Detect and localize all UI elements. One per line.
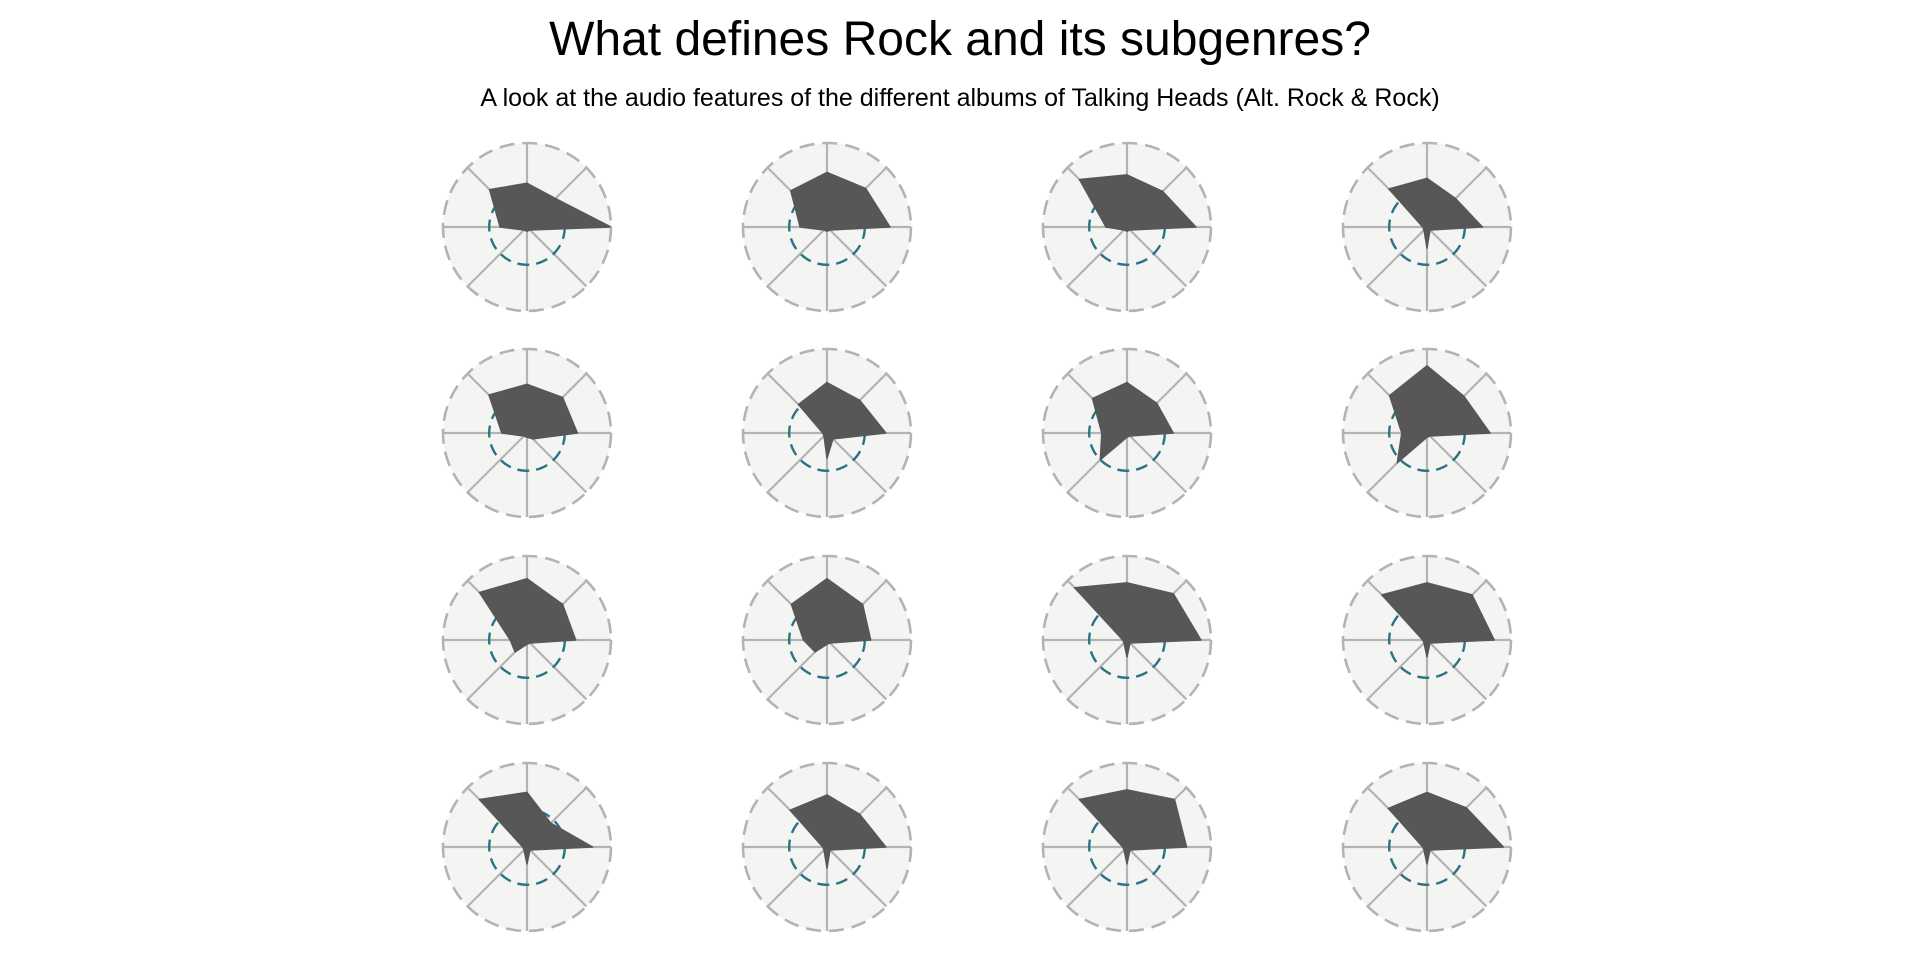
radar-spoke <box>1066 639 1128 701</box>
radar-spoke <box>526 226 588 288</box>
radar-spoke <box>766 432 828 494</box>
feature-polygon <box>1078 789 1188 865</box>
radar-panel <box>1341 347 1513 519</box>
feature-polygon <box>1388 365 1491 464</box>
radar-spoke <box>526 846 588 908</box>
feature-polygon <box>789 794 887 869</box>
radar-spoke <box>526 639 588 701</box>
feature-polygon <box>488 383 579 440</box>
outer-ring <box>441 554 613 726</box>
radar-spoke <box>466 432 528 494</box>
feature-polygon <box>488 182 612 232</box>
radar-spoke <box>1066 846 1128 908</box>
radar-spoke <box>766 226 828 288</box>
outer-ring <box>441 347 613 519</box>
outer-ring <box>1341 761 1513 933</box>
chart-subtitle: A look at the audio features of the diff… <box>480 84 1440 112</box>
feature-polygon <box>1091 381 1174 461</box>
radar-panel <box>741 141 913 313</box>
outer-ring <box>441 141 613 313</box>
radar-panel <box>441 761 613 933</box>
radar-spoke <box>1126 639 1188 701</box>
radar-spoke <box>1366 639 1428 701</box>
outer-ring <box>741 347 913 519</box>
radar-spoke <box>826 226 888 288</box>
radar-panel <box>741 347 913 519</box>
radar-spoke <box>766 846 828 908</box>
radar-panel <box>741 761 913 933</box>
outer-ring <box>1341 141 1513 313</box>
radar-panel <box>1041 347 1213 519</box>
radar-spoke <box>1126 846 1188 908</box>
feature-polygon <box>1073 582 1202 658</box>
outer-ring <box>1341 554 1513 726</box>
radar-spoke <box>826 846 888 908</box>
radar-spoke <box>1126 432 1188 494</box>
radar-panel <box>741 554 913 726</box>
radar-panel <box>1341 761 1513 933</box>
radar-spoke <box>1126 226 1188 288</box>
feature-polygon <box>1381 582 1495 658</box>
feature-polygon <box>1078 174 1197 232</box>
radar-panel <box>1041 141 1213 313</box>
outer-ring <box>1341 347 1513 519</box>
outer-ring <box>1041 761 1213 933</box>
feature-polygon <box>790 577 872 653</box>
radar-spoke <box>1366 226 1428 288</box>
radar-spoke <box>1426 226 1488 288</box>
feature-polygon <box>478 577 577 653</box>
feature-polygon <box>797 381 887 459</box>
radar-spoke <box>826 432 888 494</box>
radar-spoke <box>466 846 528 908</box>
outer-ring <box>441 761 613 933</box>
radar-spoke <box>1426 432 1488 494</box>
outer-ring <box>741 761 913 933</box>
chart-title: What defines Rock and its subgenres? <box>549 13 1371 66</box>
radar-panel <box>1041 761 1213 933</box>
radar-spoke <box>526 432 588 494</box>
radar-panel <box>441 141 613 313</box>
radar-panel <box>1341 554 1513 726</box>
radar-spoke <box>466 226 528 288</box>
outer-ring <box>741 554 913 726</box>
radar-spoke <box>1066 226 1128 288</box>
outer-ring <box>741 141 913 313</box>
radar-panel <box>441 347 613 519</box>
radar-spoke <box>1366 846 1428 908</box>
feature-polygon <box>478 791 594 865</box>
outer-ring <box>1041 141 1213 313</box>
feature-polygon <box>790 171 891 232</box>
radar-panel <box>1341 141 1513 313</box>
outer-ring <box>1041 554 1213 726</box>
radar-panel <box>1041 554 1213 726</box>
radar-spoke <box>826 639 888 701</box>
outer-ring <box>1041 347 1213 519</box>
feature-polygon <box>1388 177 1484 249</box>
radar-spoke <box>1426 846 1488 908</box>
radar-spoke <box>1426 639 1488 701</box>
radar-panel <box>441 554 613 726</box>
feature-polygon <box>1387 791 1505 865</box>
